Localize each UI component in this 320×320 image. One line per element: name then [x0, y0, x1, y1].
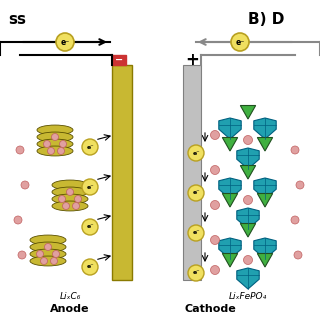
Circle shape	[82, 139, 98, 155]
Polygon shape	[254, 238, 276, 259]
Ellipse shape	[52, 187, 88, 197]
Polygon shape	[222, 253, 238, 267]
Polygon shape	[219, 178, 241, 199]
Polygon shape	[240, 223, 256, 237]
Ellipse shape	[52, 180, 88, 190]
Circle shape	[211, 236, 220, 244]
Ellipse shape	[37, 146, 73, 156]
Circle shape	[44, 244, 52, 251]
Polygon shape	[240, 165, 256, 179]
Circle shape	[41, 258, 47, 265]
Ellipse shape	[37, 139, 73, 149]
Circle shape	[59, 196, 66, 203]
Text: e⁻: e⁻	[192, 230, 200, 236]
Circle shape	[67, 188, 74, 196]
Bar	[183, 65, 201, 280]
Polygon shape	[257, 253, 273, 267]
Circle shape	[18, 251, 26, 259]
Ellipse shape	[30, 256, 66, 266]
Bar	[112, 55, 126, 65]
Circle shape	[294, 251, 302, 259]
Text: e⁻: e⁻	[236, 37, 244, 46]
Circle shape	[47, 148, 54, 155]
Ellipse shape	[30, 249, 66, 259]
Circle shape	[52, 133, 59, 140]
Circle shape	[231, 33, 249, 51]
Circle shape	[75, 196, 82, 203]
Text: −: −	[115, 55, 123, 65]
Circle shape	[44, 140, 51, 148]
Text: e⁻: e⁻	[192, 150, 200, 156]
Circle shape	[82, 179, 98, 195]
Circle shape	[16, 146, 24, 154]
Ellipse shape	[37, 132, 73, 142]
Text: e⁻: e⁻	[192, 270, 200, 276]
Bar	[112, 65, 132, 280]
Polygon shape	[257, 138, 273, 151]
Ellipse shape	[37, 125, 73, 135]
Text: e⁻: e⁻	[86, 145, 94, 149]
Text: e⁻: e⁻	[86, 265, 94, 269]
Text: e⁻: e⁻	[60, 37, 70, 46]
Circle shape	[244, 196, 252, 204]
Polygon shape	[254, 118, 276, 139]
Circle shape	[36, 251, 44, 258]
Text: e⁻: e⁻	[86, 225, 94, 229]
Circle shape	[73, 203, 79, 210]
Polygon shape	[219, 238, 241, 259]
Polygon shape	[254, 178, 276, 199]
Polygon shape	[257, 194, 273, 207]
Circle shape	[82, 219, 98, 235]
Text: +: +	[185, 51, 199, 69]
Polygon shape	[222, 138, 238, 151]
Circle shape	[188, 225, 204, 241]
Circle shape	[51, 258, 58, 265]
Polygon shape	[237, 208, 259, 229]
Polygon shape	[237, 268, 259, 289]
Text: Anode: Anode	[50, 304, 90, 314]
Circle shape	[14, 216, 22, 224]
Circle shape	[291, 146, 299, 154]
Circle shape	[244, 135, 252, 145]
Ellipse shape	[52, 201, 88, 211]
Ellipse shape	[30, 235, 66, 245]
Circle shape	[60, 140, 67, 148]
Circle shape	[56, 33, 74, 51]
Circle shape	[21, 181, 29, 189]
Circle shape	[211, 165, 220, 174]
Text: B) D: B) D	[248, 12, 284, 27]
Circle shape	[58, 148, 65, 155]
Text: ss: ss	[8, 12, 26, 27]
Circle shape	[188, 145, 204, 161]
Circle shape	[291, 216, 299, 224]
Polygon shape	[240, 106, 256, 119]
Circle shape	[82, 259, 98, 275]
Circle shape	[211, 131, 220, 140]
Circle shape	[244, 255, 252, 265]
Circle shape	[52, 251, 60, 258]
Polygon shape	[222, 194, 238, 207]
Ellipse shape	[52, 194, 88, 204]
Circle shape	[211, 266, 220, 275]
Polygon shape	[219, 118, 241, 139]
Text: e⁻: e⁻	[86, 185, 94, 189]
Circle shape	[62, 203, 69, 210]
Text: LiₓC₆: LiₓC₆	[59, 292, 81, 301]
Text: Cathode: Cathode	[184, 304, 236, 314]
Circle shape	[188, 265, 204, 281]
Ellipse shape	[30, 242, 66, 252]
Circle shape	[296, 181, 304, 189]
Circle shape	[188, 185, 204, 201]
Text: e⁻: e⁻	[192, 190, 200, 196]
Polygon shape	[237, 148, 259, 169]
Text: LiₓFePO₄: LiₓFePO₄	[229, 292, 267, 301]
Circle shape	[211, 201, 220, 210]
